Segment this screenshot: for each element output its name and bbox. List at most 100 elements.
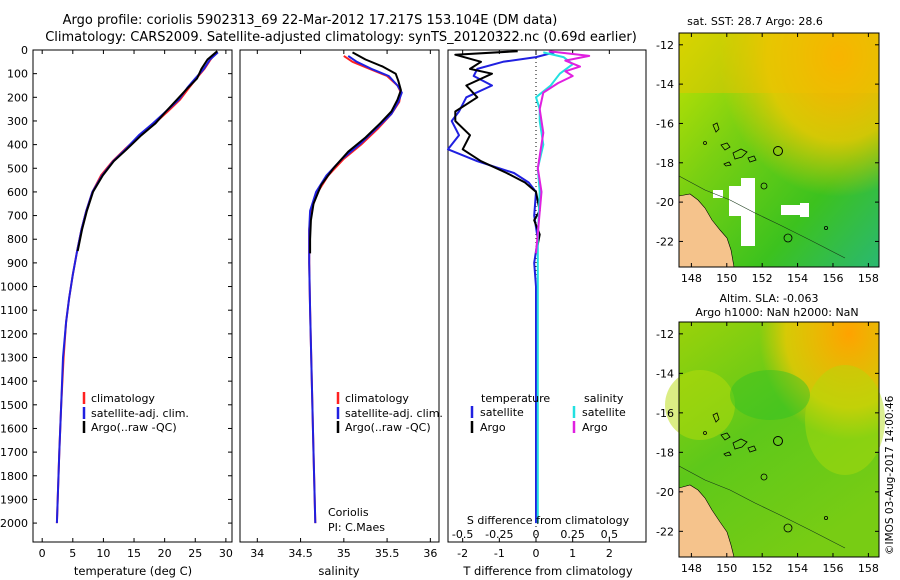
depth-tick-label: 1100 xyxy=(0,304,28,317)
sla-map-subtitle: Argo h1000: NaN h2000: NaN xyxy=(695,306,858,319)
salinity-plot-frame xyxy=(239,49,440,543)
sla-map-frame xyxy=(678,321,880,558)
x-tick-label: -1 xyxy=(494,547,505,560)
depth-tick-label: 1300 xyxy=(0,352,28,365)
depth-tick-label: 400 xyxy=(7,139,28,152)
sla-lon-axis: 148 150 152 154 156 158 xyxy=(681,322,879,575)
depth-tick-label: 600 xyxy=(7,186,28,199)
legend-satellite-label: satellite-adj. clim. xyxy=(91,407,189,420)
difference-legend-temperature: temperature satellite Argo xyxy=(470,392,550,434)
sst-cloud-gaps xyxy=(713,178,809,246)
x-tick-label: 35 xyxy=(337,547,351,560)
depth-tick-label: 900 xyxy=(7,257,28,270)
lat-tick-label: -14 xyxy=(656,78,674,91)
x-tick-label: 0 xyxy=(533,547,540,560)
sla-map: Altim. SLA: -0.063 Argo h1000: NaN h2000… xyxy=(656,292,885,575)
sla-map-title: Altim. SLA: -0.063 xyxy=(719,292,818,305)
header-title: Argo profile: coriolis 5902313_69 22-Mar… xyxy=(63,13,558,28)
legend-salinity-argo-label: Argo xyxy=(582,421,608,434)
depth-tick-label: 1400 xyxy=(0,375,28,388)
difference-legend-salinity: salinity satellite Argo xyxy=(572,392,626,434)
sla-reef-outlines xyxy=(703,412,768,481)
x-tick-label: 20 xyxy=(158,547,172,560)
salinity-x-axis: 34 34.5 35 35.5 36 xyxy=(250,50,437,560)
temperature-panel: 0100200300400500600700800900100011001200… xyxy=(0,44,646,578)
x-tick-label: 2 xyxy=(606,547,613,560)
depth-tick-label: 1500 xyxy=(0,399,28,412)
lon-tick-label: 150 xyxy=(716,272,737,285)
lon-tick-label: 154 xyxy=(787,562,808,575)
difference-panel: -2 -1 0 1 2 -0.5 -0.25 0 0.25 0.5 temperature sa… xyxy=(447,49,647,578)
sst-reef-circle xyxy=(783,233,793,243)
depth-tick-label: 1000 xyxy=(0,281,28,294)
series-line-argo-raw-qc- xyxy=(309,51,402,254)
s-tick-label: -0.25 xyxy=(485,528,513,541)
sla-yellow-blob-east xyxy=(805,365,885,475)
legend-argo-label: Argo(..raw -QC) xyxy=(91,421,177,434)
x-tick-label: 30 xyxy=(219,547,233,560)
series-line-temperature-satellite xyxy=(447,51,555,524)
x-tick-label: 15 xyxy=(127,547,141,560)
x-tick-label: 34 xyxy=(250,547,264,560)
series-line-salinity-argo xyxy=(535,50,591,254)
legend-climatology-label: climatology xyxy=(345,392,409,405)
depth-tick-label: 1700 xyxy=(0,446,28,459)
legend-argo-label: Argo(..raw -QC) xyxy=(345,421,431,434)
pi-annotation: PI: C.Maes xyxy=(328,521,385,534)
legend-temperature-satellite-label: satellite xyxy=(480,406,524,419)
lon-tick-label: 156 xyxy=(822,272,843,285)
s-tick-label: 0.5 xyxy=(601,528,619,541)
s-tick-label: -0.5 xyxy=(452,528,473,541)
sla-reef-circle xyxy=(783,523,793,533)
depth-tick-label: 0 xyxy=(21,44,28,57)
series-line-argo-raw-qc- xyxy=(76,50,218,252)
lon-tick-label: 158 xyxy=(858,562,879,575)
x-tick-label: 0 xyxy=(39,547,46,560)
difference-lines xyxy=(447,50,591,524)
temperature-x-axis: 0 5 10 15 20 25 30 xyxy=(39,50,233,560)
sst-reef-dot xyxy=(824,225,829,230)
lon-tick-label: 154 xyxy=(787,272,808,285)
lat-tick-label: -22 xyxy=(656,235,674,248)
salinity-lines xyxy=(308,51,403,524)
lat-tick-label: -16 xyxy=(656,117,674,130)
temperature-legend: climatology satellite-adj. clim. Argo(..… xyxy=(82,392,189,434)
lat-tick-label: -14 xyxy=(656,367,674,380)
x-tick-label: 35.5 xyxy=(375,547,400,560)
lon-tick-label: 148 xyxy=(681,272,702,285)
lon-tick-label: 156 xyxy=(822,562,843,575)
depth-tick-label: 1200 xyxy=(0,328,28,341)
lat-tick-label: -20 xyxy=(656,486,674,499)
sla-lat-axis: -12 -14 -16 -18 -20 -22 xyxy=(656,328,879,538)
lat-tick-label: -12 xyxy=(656,39,674,52)
sla-green-blob xyxy=(730,370,810,420)
depth-tick-label: 200 xyxy=(7,91,28,104)
x-tick-label: 5 xyxy=(69,547,76,560)
depth-tick-label: 1600 xyxy=(0,422,28,435)
sst-isobath xyxy=(678,175,846,259)
lon-tick-label: 150 xyxy=(716,562,737,575)
lat-tick-label: -18 xyxy=(656,446,674,459)
sst-map: sat. SST: 28.7 Argo: 28.6 -12-14-16-18- xyxy=(656,15,880,285)
depth-tick-label: 2000 xyxy=(0,517,28,530)
sst-lat-axis: -12 -14 -16 -18 -20 -22 xyxy=(656,39,879,248)
x-tick-label: -2 xyxy=(457,547,468,560)
series-line-salinity-satellite xyxy=(535,51,574,524)
lon-tick-label: 148 xyxy=(681,562,702,575)
legend-temperature-title: temperature xyxy=(481,392,550,405)
x-tick-label: 1 xyxy=(569,547,576,560)
depth-tick-label: 700 xyxy=(7,210,28,223)
legend-climatology-label: climatology xyxy=(91,392,155,405)
lat-tick-label: -12 xyxy=(656,328,674,341)
x-tick-label: 34.5 xyxy=(288,547,313,560)
sla-isobath xyxy=(678,465,846,549)
temperature-plot-frame xyxy=(32,49,233,543)
temperature-x-label: temperature (deg C) xyxy=(74,564,192,578)
salinity-panel: 34 34.5 35 35.5 36 climatology satellite-adj… xyxy=(239,49,443,578)
legend-salinity-title: salinity xyxy=(584,392,624,405)
sst-warm-band xyxy=(679,33,879,93)
legend-salinity-satellite-label: satellite xyxy=(582,406,626,419)
sst-map-title: sat. SST: 28.7 Argo: 28.6 xyxy=(687,15,823,28)
legend-satellite-label: satellite-adj. clim. xyxy=(345,407,443,420)
